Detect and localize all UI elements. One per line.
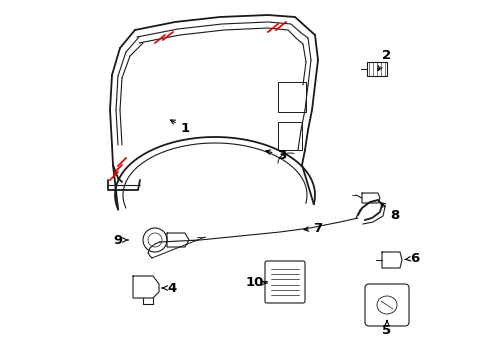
Text: 6: 6 xyxy=(404,252,419,265)
Text: 3: 3 xyxy=(265,149,286,162)
Bar xyxy=(278,82,305,112)
Text: 7: 7 xyxy=(304,221,322,234)
Text: 8: 8 xyxy=(380,203,399,221)
Text: 10: 10 xyxy=(245,276,266,289)
Text: 2: 2 xyxy=(377,49,391,71)
Text: 4: 4 xyxy=(162,282,176,294)
Text: 5: 5 xyxy=(382,321,391,337)
Text: 1: 1 xyxy=(170,120,189,135)
Text: 9: 9 xyxy=(113,234,128,247)
Bar xyxy=(278,122,302,150)
